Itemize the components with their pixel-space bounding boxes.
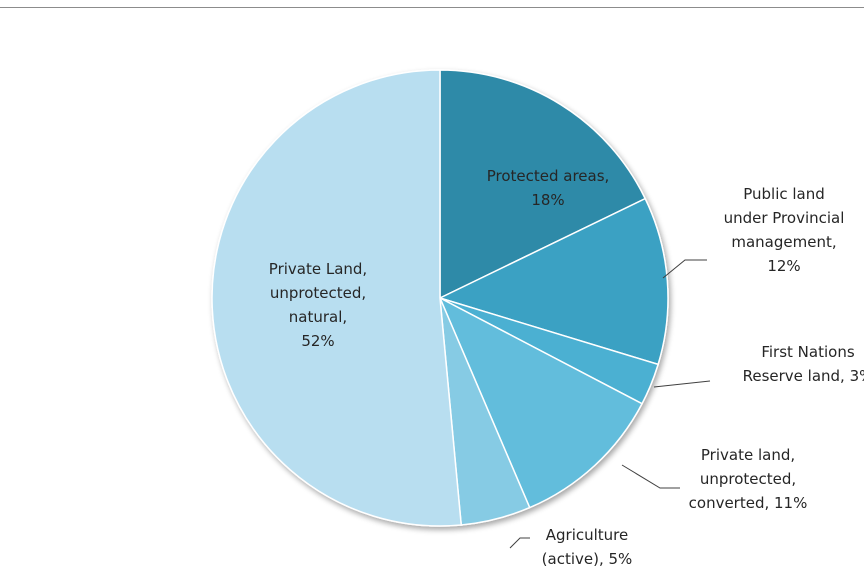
slice-label-line: under Provincial [724,209,845,227]
slice-label-line: unprotected, [700,470,796,488]
slice-label: First Nations Reserve land, 3% [743,343,864,385]
slice-label-line: Reserve land, 3% [743,367,864,385]
slice-label-line: 18% [531,191,564,209]
slice-label-line: First Nations [761,343,854,361]
slice-label-line: Protected areas, [487,167,610,185]
leader-line [663,260,707,278]
slice-label-line: management, [731,233,836,251]
slice-label: Private land, unprotected, converted, 11% [689,446,808,512]
leader-line [510,538,530,548]
leader-line [654,381,710,387]
slice-label-line: Public land [743,185,825,203]
slice-label-line: (active), 5% [542,550,633,568]
slice-label-line: unprotected, [270,284,366,302]
slice-label-line: natural, [289,308,347,326]
slice-label-line: 52% [301,332,334,350]
slice-label: Public land under Provincial management, 12… [724,185,845,275]
slice-label-line: Private land, [701,446,795,464]
slice-label-line: 12% [767,257,800,275]
leader-line [622,465,680,488]
slice-label: Agriculture (active), 5% [542,526,633,568]
slice-label-line: Agriculture [546,526,629,544]
slice-label-line: Private Land, [269,260,367,278]
slice-label-line: converted, 11% [689,494,808,512]
